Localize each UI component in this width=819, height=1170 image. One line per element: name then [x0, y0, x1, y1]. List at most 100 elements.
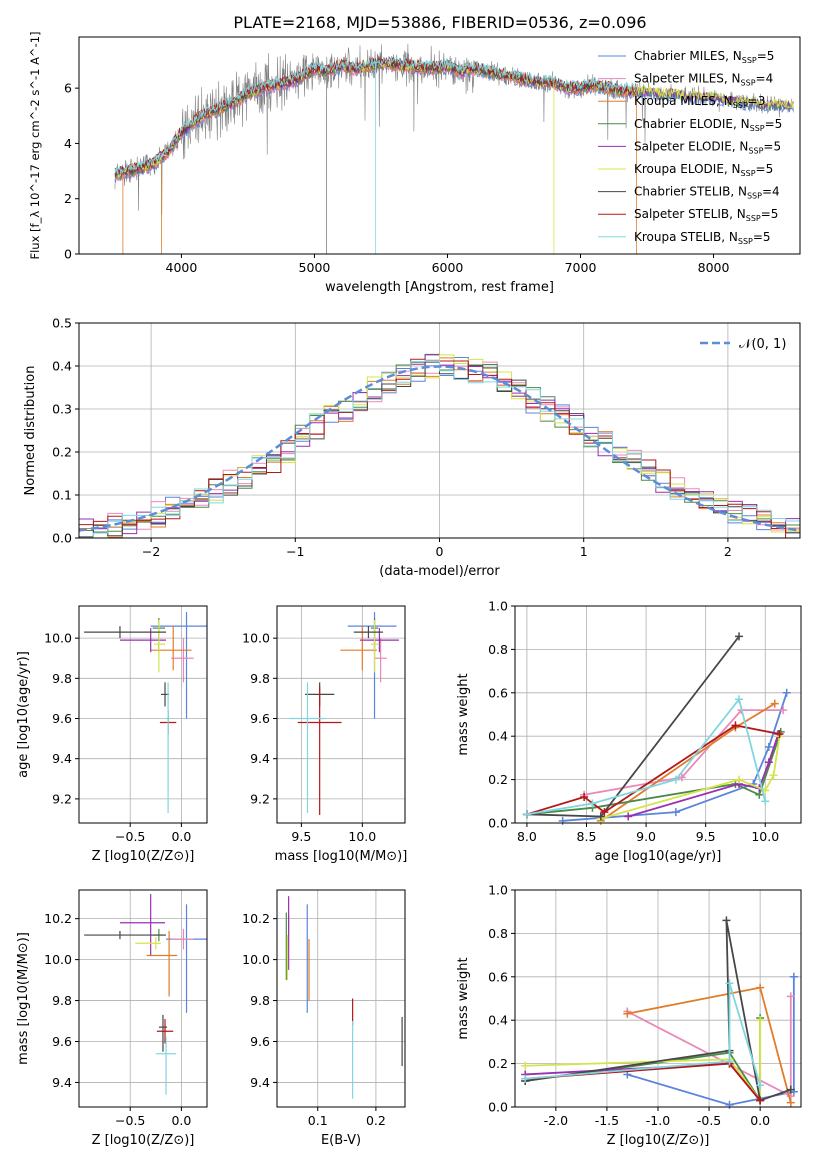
series-marker: [588, 799, 597, 808]
legend-nssp: =3: [748, 94, 766, 108]
error-point: [153, 620, 166, 673]
series-marker: [735, 775, 744, 784]
error-point: [171, 928, 194, 950]
legend-label: Salpeter STELIB, NSSP=5: [634, 207, 778, 223]
series-marker: [722, 916, 731, 925]
y-tick-label: 0.4: [488, 1013, 508, 1028]
x-axis-label: Z [log10(Z/Z⊙)]: [92, 1133, 195, 1148]
y-tick-label: 0.4: [488, 729, 508, 744]
error-point: [84, 930, 167, 940]
y-tick-label: 9.8: [52, 993, 72, 1008]
legend-subscript: SSP: [746, 214, 761, 223]
series-marker: [521, 1061, 530, 1070]
model-spectrum-line: [114, 55, 637, 175]
y-tick-label: 10.0: [242, 952, 270, 967]
error-point: [374, 638, 387, 683]
x-tick-label: 0: [436, 544, 444, 559]
x-tick-label: −0.5: [115, 829, 145, 844]
legend-nssp: =5: [763, 139, 781, 153]
series-line: [526, 724, 780, 816]
figure-title: PLATE=2168, MJD=53886, FIBERID=0536, z=0…: [233, 13, 646, 32]
chart-mass-vs-ebv: 0.1 0.2 9.4 9.6 9.8 10.0 10.2 E(B-V): [242, 889, 406, 1148]
y-axis-label: mass weight: [456, 673, 471, 755]
series-marker: [677, 773, 686, 782]
x-tick-label: 6000: [432, 260, 464, 275]
normal-reference-curve: [78, 365, 801, 532]
y-tick-label: 9.2: [250, 791, 270, 806]
histogram-step: [78, 359, 801, 539]
y-tick-label: 0.6: [488, 685, 508, 700]
x-axis-label: Z [log10(Z/Z⊙)]: [607, 1133, 710, 1148]
normal-legend: 𝒩(0, 1): [700, 337, 786, 352]
plot-area: [521, 916, 798, 1109]
series-marker: [769, 771, 778, 780]
series-marker: [756, 1081, 765, 1090]
y-tick-label: 0.8: [488, 926, 508, 941]
y-tick-label: 0.3: [52, 402, 72, 417]
series-marker: [623, 1009, 632, 1018]
x-axis-label: mass [log10(M/M⊙)]: [275, 849, 408, 864]
y-tick-label: 9.8: [250, 671, 270, 686]
chart-mass-vs-Z: −0.5 0.0 9.4 9.6 9.8 10.0 10.2 Z [log10(Z/Z⊙)] m…: [16, 889, 208, 1148]
legend-label: Chabrier STELIB, NSSP=4: [634, 185, 780, 201]
y-tick-label: 1.0: [488, 599, 508, 614]
x-tick-label: −0.5: [115, 1113, 145, 1128]
legend-subscript: SSP: [741, 169, 756, 178]
y-tick-label: 0.1: [52, 488, 72, 503]
series-marker: [782, 688, 791, 697]
x-tick-label: 9.5: [291, 829, 311, 844]
series-marker: [725, 979, 734, 988]
legend-entry: Kroupa ELODIE, NSSP=5: [598, 162, 773, 178]
x-tick-label: -0.5: [697, 1113, 721, 1128]
legend-label: Kroupa STELIB, NSSP=5: [634, 230, 771, 246]
legend-label: Salpeter ELODIE, NSSP=5: [634, 139, 781, 155]
series-marker: [786, 992, 795, 1001]
series-marker: [725, 1100, 734, 1109]
y-axis-label: age [log10(age/yr)]: [16, 651, 31, 778]
plot-area: [285, 896, 403, 1099]
y-tick-label: 0.0: [52, 531, 72, 546]
error-point: [156, 1018, 174, 1044]
series-marker: [789, 972, 798, 981]
x-tick-label: 10.0: [751, 829, 779, 844]
x-tick-label: 8.0: [517, 829, 537, 844]
error-point: [155, 1037, 177, 1095]
y-tick-label: 9.8: [52, 671, 72, 686]
y-tick-label: 9.6: [52, 711, 72, 726]
y-tick-label: 4: [64, 136, 72, 151]
y-tick-label: 9.4: [250, 751, 270, 766]
series-marker: [624, 812, 633, 821]
legend-subscript: SSP: [738, 237, 753, 246]
y-tick-label: 9.4: [52, 751, 72, 766]
x-axis-label: (data-model)/error: [379, 564, 500, 579]
error-point: [84, 626, 167, 639]
legend-label: Kroupa ELODIE, NSSP=5: [634, 162, 773, 178]
x-tick-label: -1.0: [646, 1113, 670, 1128]
series-marker: [671, 808, 680, 817]
series-line: [525, 1020, 762, 1104]
axes-frame: [276, 889, 406, 1108]
x-tick-label: 8000: [698, 260, 730, 275]
y-tick-label: 9.4: [250, 1075, 270, 1090]
y-tick-label: 0.2: [488, 1056, 508, 1071]
plot-area: [114, 43, 794, 254]
x-tick-label: 7000: [565, 260, 597, 275]
y-tick-label: 10.0: [44, 952, 72, 967]
x-tick-label: 4000: [166, 260, 198, 275]
x-tick-label: 2: [724, 544, 732, 559]
legend-entry: Salpeter STELIB, NSSP=5: [598, 207, 778, 223]
y-tick-label: 6: [64, 81, 72, 96]
series-marker: [558, 816, 567, 825]
y-tick-label: 10.2: [44, 911, 72, 926]
error-point: [150, 612, 207, 719]
legend-label: 𝒩(0, 1): [739, 337, 786, 352]
legend-entry: Kroupa STELIB, NSSP=5: [598, 230, 771, 246]
x-axis-label: age [log10(age/yr)]: [595, 849, 722, 864]
series-marker: [775, 730, 784, 739]
series-marker: [600, 808, 609, 817]
series-marker: [521, 1074, 530, 1083]
error-point: [289, 682, 326, 813]
axes-frame: [78, 36, 801, 255]
x-tick-label: 0.1: [308, 1113, 328, 1128]
chart-weight-vs-age: 8.0 8.5 9.0 9.5 10.0 0.0 0.2 0.4 0.6 0.8 1.0 age [l…: [456, 599, 802, 864]
